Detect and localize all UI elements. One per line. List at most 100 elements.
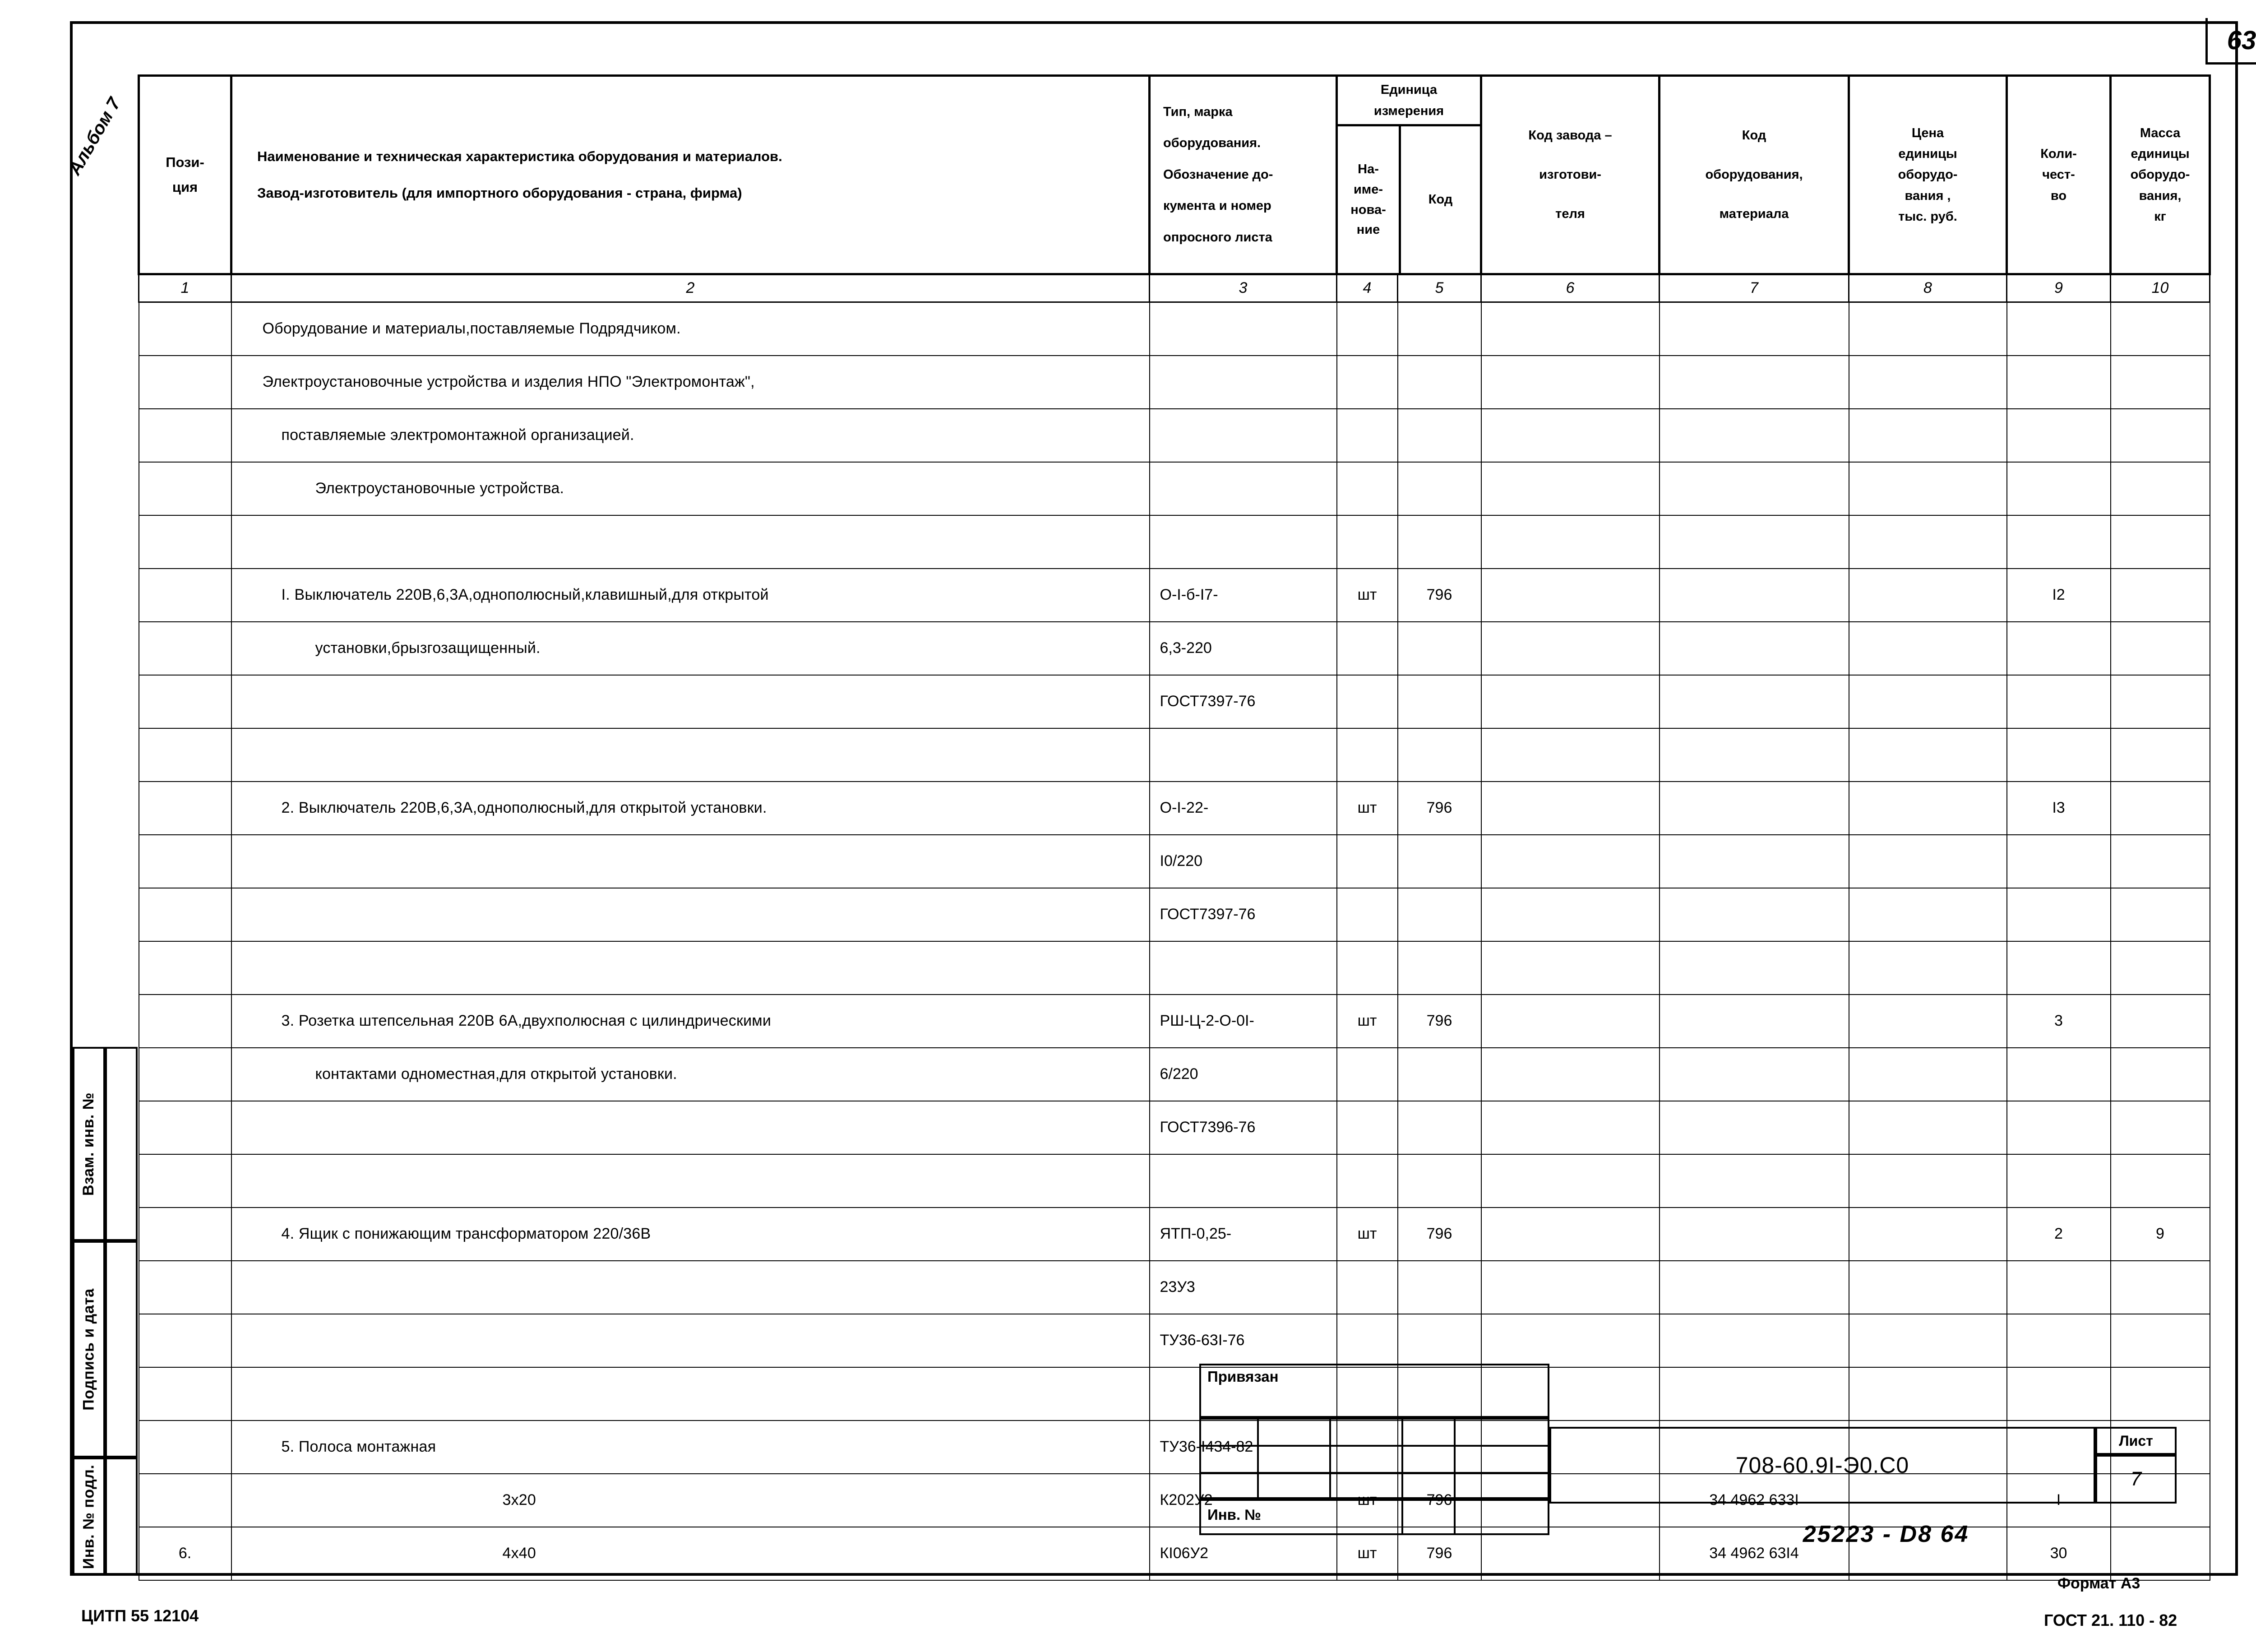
cell-factory-code bbox=[1480, 1526, 1660, 1581]
cell-type-mark bbox=[1149, 355, 1337, 409]
cell-mass bbox=[2110, 1313, 2210, 1368]
sidebar-item-label: Подпись и дата bbox=[80, 1288, 97, 1411]
cell-factory-code bbox=[1480, 674, 1660, 729]
cell-factory-code bbox=[1480, 514, 1660, 569]
cell-unit-code bbox=[1397, 514, 1482, 569]
cell-type-mark: 6/220 bbox=[1149, 1047, 1337, 1101]
header-type-line3: Обозначение до- bbox=[1163, 167, 1273, 182]
cell-unit-name: шт bbox=[1336, 1207, 1398, 1261]
header-type-line5: опросного листа bbox=[1163, 230, 1272, 245]
cell-price bbox=[1848, 940, 2007, 995]
cell-type-mark: ГОСТ7397-76 bbox=[1149, 887, 1337, 942]
cell-name bbox=[231, 940, 1150, 995]
table-row bbox=[138, 1153, 2210, 1208]
table-row: 2. Выключатель 220В,6,3А,однополюсный,дл… bbox=[138, 781, 2210, 835]
cell-unit-code bbox=[1397, 301, 1482, 356]
cell-factory-code bbox=[1480, 568, 1660, 622]
cell-equipment-code bbox=[1659, 1100, 1849, 1155]
inventory-number-label: Инв. № bbox=[1207, 1506, 1262, 1523]
cell-position bbox=[138, 1366, 232, 1421]
cell-quantity bbox=[2006, 355, 2111, 409]
sidebar-blank-vzam bbox=[105, 1047, 138, 1241]
privyazan-grid-row bbox=[1201, 1474, 1551, 1501]
cell-unit-name: шт bbox=[1336, 994, 1398, 1048]
cell-mass bbox=[2110, 1366, 2210, 1421]
cell-factory-code bbox=[1480, 727, 1660, 782]
header-position-label: Пози- ция bbox=[166, 154, 204, 195]
cell-type-mark: КI06У2 bbox=[1149, 1526, 1337, 1581]
cell-name: 3х20 bbox=[231, 1473, 1150, 1527]
cell-factory-code bbox=[1480, 1153, 1660, 1208]
cell-unit-code bbox=[1397, 1420, 1482, 1474]
privyazan-label: Привязан bbox=[1207, 1368, 1279, 1385]
cell-factory-code bbox=[1480, 355, 1660, 409]
cell-position: 6. bbox=[138, 1526, 232, 1581]
cell-type-mark bbox=[1149, 940, 1337, 995]
cell-price bbox=[1848, 568, 2007, 622]
cell-type-mark: 6,3-220 bbox=[1149, 621, 1337, 676]
cell-mass bbox=[2110, 1420, 2210, 1474]
cell-unit-code: 796 bbox=[1397, 781, 1482, 835]
cell-factory-code bbox=[1480, 940, 1660, 995]
cell-position bbox=[138, 355, 232, 409]
cell-unit-name bbox=[1336, 408, 1398, 463]
table-row bbox=[138, 940, 2210, 995]
cell-type-mark bbox=[1149, 461, 1337, 516]
cell-unit-code bbox=[1397, 834, 1482, 888]
sidebar-item-vzam-inv: Взам. инв. № bbox=[73, 1047, 105, 1241]
cell-unit-code: 796 bbox=[1397, 1207, 1482, 1261]
cell-mass bbox=[2110, 1260, 2210, 1314]
gost-label: ГОСТ 21. 110 - 82 bbox=[2044, 1611, 2177, 1629]
cell-mass bbox=[2110, 674, 2210, 729]
colnum-7: 7 bbox=[1659, 273, 1850, 303]
cell-name bbox=[231, 674, 1150, 729]
cell-price bbox=[1848, 301, 2007, 356]
cell-name bbox=[231, 1260, 1150, 1314]
cell-unit-code bbox=[1397, 1260, 1482, 1314]
cell-name: установки,брызгозащищенный. bbox=[231, 621, 1150, 676]
cell-equipment-code bbox=[1659, 301, 1849, 356]
cell-mass bbox=[2110, 887, 2210, 942]
cell-unit-name bbox=[1336, 461, 1398, 516]
cell-quantity: 30 bbox=[2006, 1526, 2111, 1581]
table-row: 6. 4х40 КI06У2 шт 796 34 4962 63I4 30 bbox=[138, 1526, 2210, 1581]
cell-mass bbox=[2110, 1047, 2210, 1101]
header-unit-group-label: Единица измерения bbox=[1373, 83, 1444, 118]
cell-type-mark: О-I-б-I7- bbox=[1149, 568, 1337, 622]
cell-factory-code bbox=[1480, 1100, 1660, 1155]
cell-type-mark: ГОСТ7397-76 bbox=[1149, 674, 1337, 729]
table-row: 3. Розетка штепсельная 220В 6А,двухполюс… bbox=[138, 994, 2210, 1048]
header-name-line1: Наименование и техническая характеристик… bbox=[257, 148, 782, 164]
cell-equipment-code bbox=[1659, 674, 1849, 729]
cell-mass bbox=[2110, 834, 2210, 888]
table-row: I0/220 bbox=[138, 834, 2210, 888]
cell-unit-code: 796 bbox=[1397, 994, 1482, 1048]
header-unit-name: На- име- нова- ние bbox=[1338, 126, 1401, 273]
sheet-number-box: 7 bbox=[2095, 1455, 2177, 1504]
cell-factory-code bbox=[1480, 1207, 1660, 1261]
cell-quantity bbox=[2006, 727, 2111, 782]
privyazan-grid-row bbox=[1201, 1420, 1551, 1447]
inventory-grid-divider bbox=[1454, 1501, 1456, 1533]
cell-quantity bbox=[2006, 834, 2111, 888]
cell-equipment-code bbox=[1659, 940, 1849, 995]
cell-mass bbox=[2110, 781, 2210, 835]
cell-unit-code: 796 bbox=[1397, 1526, 1482, 1581]
cell-price bbox=[1848, 834, 2007, 888]
cell-type-mark bbox=[1149, 408, 1337, 463]
cell-type-mark: О-I-22- bbox=[1149, 781, 1337, 835]
cell-type-mark: ГОСТ7396-76 bbox=[1149, 1100, 1337, 1155]
sheet-number: 7 bbox=[2130, 1468, 2142, 1490]
cell-price bbox=[1848, 727, 2007, 782]
cell-position bbox=[138, 940, 232, 995]
cell-unit-code: 796 bbox=[1397, 568, 1482, 622]
privyazan-block: Привязан bbox=[1199, 1364, 1549, 1418]
cell-mass bbox=[2110, 621, 2210, 676]
cell-type-mark bbox=[1149, 1153, 1337, 1208]
cell-name bbox=[231, 1366, 1150, 1421]
cell-quantity bbox=[2006, 1047, 2111, 1101]
header-type-mark: Тип, марка оборудования. Обозначение до-… bbox=[1148, 74, 1338, 275]
column-number-row: 1 2 3 4 5 6 7 8 9 10 bbox=[138, 273, 2211, 303]
cell-factory-code bbox=[1480, 301, 1660, 356]
cell-position bbox=[138, 994, 232, 1048]
